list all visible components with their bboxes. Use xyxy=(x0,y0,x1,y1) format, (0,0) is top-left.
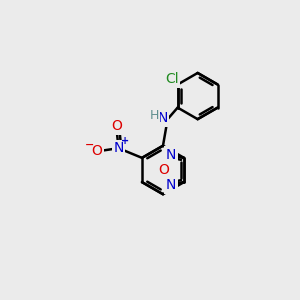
Text: +: + xyxy=(121,136,129,146)
Text: O: O xyxy=(111,119,122,133)
Text: N: N xyxy=(166,178,176,192)
Text: N: N xyxy=(166,148,176,162)
Text: O: O xyxy=(91,144,102,158)
Text: Cl: Cl xyxy=(165,72,178,86)
Text: −: − xyxy=(85,140,94,150)
Text: N: N xyxy=(113,141,124,155)
Text: O: O xyxy=(158,163,169,177)
Text: N: N xyxy=(157,111,168,125)
Text: H: H xyxy=(149,109,159,122)
